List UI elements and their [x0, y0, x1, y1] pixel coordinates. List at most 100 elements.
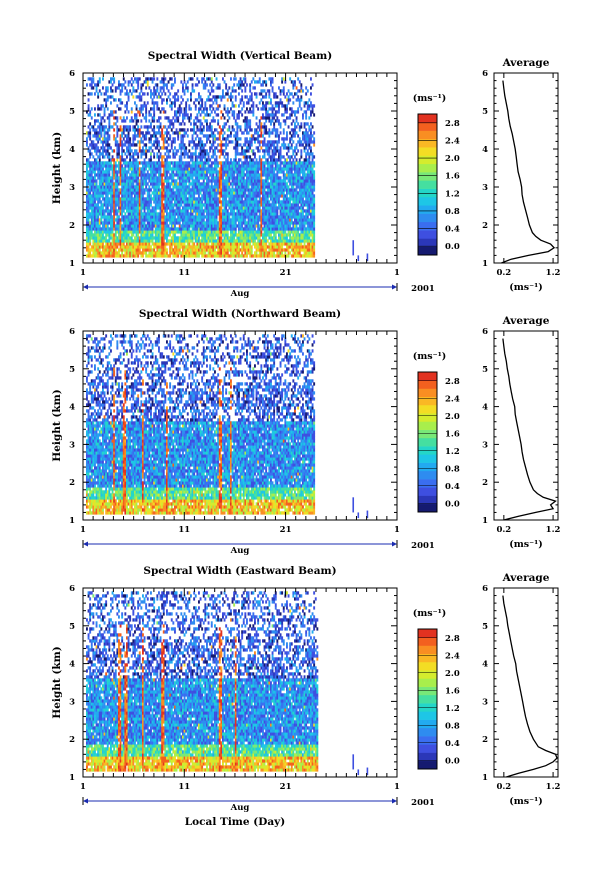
y-tick-label: 3: [69, 440, 75, 450]
colorbar-tick-label: 2.8: [445, 119, 460, 129]
heatmap-cells: [86, 77, 369, 262]
colorbar-swatch: [418, 396, 437, 406]
colorbar-swatch: [418, 147, 437, 156]
colorbar-swatch: [418, 172, 437, 181]
average-title: Average: [502, 57, 550, 69]
y-axis-label: Height (km): [51, 389, 63, 461]
y-tick-label: 1: [69, 516, 75, 526]
colorbar-swatch: [418, 495, 437, 505]
y-tick-label: 5: [69, 622, 75, 632]
average-profile: Average 1 2 3 4 5 6 0.2 1.2(ms⁻¹): [482, 572, 560, 807]
x-axis-label: Local Time (Day): [185, 816, 285, 828]
colorbar-tick-label: 2.8: [445, 634, 460, 644]
heatmap-cells: [86, 591, 369, 776]
average-x-label: (ms⁻¹): [509, 282, 543, 293]
colorbar-swatch: [418, 196, 437, 206]
panel-title: Spectral Width (Eastward Beam): [143, 565, 336, 577]
colorbar-tick-label: 1.6: [445, 172, 460, 182]
colorbar-swatch: [418, 645, 437, 655]
colorbar-swatch: [418, 744, 437, 753]
panel-2: Spectral Width (Northward Beam) 1 2 3 4 5 6 Hei…: [51, 308, 561, 556]
colorbar-tick-label: 0.8: [445, 207, 460, 217]
y-tick-label: 6: [69, 69, 75, 79]
colorbar-swatch: [418, 694, 437, 704]
colorbar-swatch: [418, 388, 437, 398]
y-tick-label: 4: [69, 403, 75, 413]
colorbar-tick-label: 0.0: [445, 756, 460, 766]
y-tick-label: 3: [69, 183, 75, 193]
colorbar-swatch: [418, 205, 437, 214]
colorbar-swatch: [418, 653, 437, 663]
colorbar-swatch: [418, 180, 437, 189]
colorbar-swatch: [418, 138, 437, 148]
colorbar-frame: [417, 113, 438, 256]
x-tick-label: 1: [394, 525, 400, 535]
average-frame: [493, 587, 559, 778]
y-axis-label: Height (km): [51, 646, 63, 718]
average-y-tick-label: 6: [482, 584, 488, 594]
y-tick-label: 5: [69, 107, 75, 117]
average-y-tick-label: 1: [482, 259, 488, 269]
colorbar-swatch: [418, 670, 437, 679]
average-frame: [493, 330, 559, 521]
y-tick-label: 6: [69, 584, 75, 594]
y-tick-label: 4: [69, 660, 75, 670]
x-tick-label: 1: [80, 268, 86, 278]
colorbar-swatch: [418, 479, 437, 488]
y-tick-label: 2: [69, 478, 75, 488]
colorbar: 0.0 0.4 0.8 1.2 1.6 2.0 2.4 2.8 (ms⁻¹): [413, 608, 460, 770]
average-frame: [493, 72, 559, 264]
colorbar-swatch: [418, 213, 437, 223]
colorbar-swatch: [418, 446, 437, 455]
month-label: Aug: [230, 803, 250, 813]
average-y-tick-label: 3: [482, 697, 488, 707]
colorbar-tick-label: 0.4: [445, 225, 460, 235]
average-y-tick-label: 2: [482, 735, 488, 745]
average-x-tick-label: 0.2: [496, 268, 511, 278]
average-y-tick-label: 3: [482, 183, 488, 193]
x-tick-label: 1: [80, 525, 86, 535]
average-y-tick-label: 1: [482, 773, 488, 783]
colorbar-swatch: [418, 719, 437, 729]
average-profile: Average 1 2 3 4 5 6 0.2 1.2(ms⁻¹): [482, 315, 560, 550]
colorbar-swatch: [418, 678, 437, 687]
colorbar-tick-label: 0.0: [445, 242, 460, 252]
y-tick-label: 1: [69, 259, 75, 269]
month-label: Aug: [230, 289, 250, 299]
colorbar-tick-label: 1.2: [445, 189, 460, 199]
colorbar-tick-label: 0.4: [445, 482, 460, 492]
colorbar-swatch: [418, 372, 437, 381]
colorbar-swatch: [418, 752, 437, 762]
year-label: 2001: [411, 284, 435, 294]
colorbar-swatch: [418, 711, 437, 720]
average-title: Average: [502, 572, 550, 584]
average-y-tick-label: 2: [482, 221, 488, 231]
colorbar-unit: (ms⁻¹): [413, 608, 447, 619]
month-label: Aug: [230, 546, 250, 556]
colorbar-swatch: [418, 470, 437, 480]
y-tick-label: 2: [69, 735, 75, 745]
average-y-tick-label: 3: [482, 440, 488, 450]
panel-1: Spectral Width (Vertical Beam) 1 2 3 4 5 6 Heig…: [51, 50, 561, 299]
average-line: [502, 338, 557, 521]
x-tick-label: 21: [280, 268, 292, 278]
colorbar-swatch: [418, 163, 437, 173]
average-x-tick-label: 0.2: [496, 782, 511, 792]
colorbar-swatch: [418, 727, 437, 737]
x-tick-label: 21: [280, 525, 292, 535]
colorbar-swatch: [418, 238, 437, 247]
colorbar-swatch: [418, 421, 437, 430]
y-tick-label: 6: [69, 327, 75, 337]
average-x-tick-label: 1.2: [546, 782, 561, 792]
colorbar-tick-label: 2.0: [445, 154, 460, 164]
average-y-tick-label: 5: [482, 365, 488, 375]
colorbar-swatch: [418, 114, 437, 123]
x-tick-label: 11: [178, 525, 190, 535]
plot-frame: [82, 587, 398, 778]
plot-frame: [82, 72, 398, 264]
y-tick-label: 2: [69, 221, 75, 231]
average-x-label: (ms⁻¹): [509, 796, 543, 807]
colorbar-tick-label: 2.4: [445, 136, 460, 146]
colorbar-tick-label: 1.6: [445, 686, 460, 696]
